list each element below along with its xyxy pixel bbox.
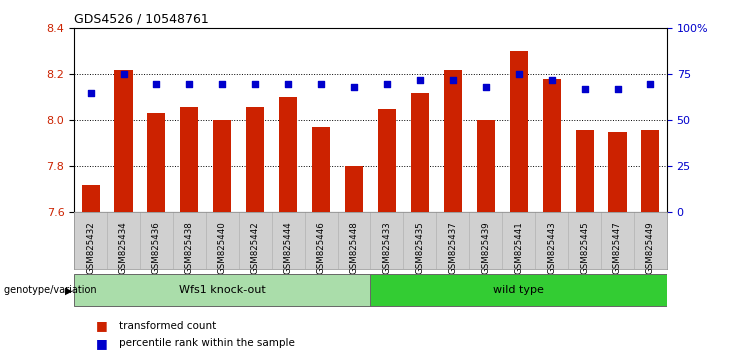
Point — [84, 90, 96, 96]
Text: ■: ■ — [96, 337, 108, 350]
Text: GSM825434: GSM825434 — [119, 221, 128, 274]
Point — [216, 81, 228, 86]
Text: GSM825436: GSM825436 — [152, 221, 161, 274]
Point — [513, 72, 525, 77]
Text: GSM825442: GSM825442 — [250, 221, 260, 274]
Point — [184, 81, 196, 86]
Point — [611, 86, 623, 92]
Bar — [312, 127, 330, 212]
Bar — [370, 274, 667, 306]
Bar — [444, 70, 462, 212]
Point — [414, 77, 426, 83]
Bar — [642, 130, 659, 212]
Text: GSM825432: GSM825432 — [86, 221, 95, 274]
Bar — [114, 70, 133, 212]
Bar — [74, 274, 371, 306]
Text: GSM825440: GSM825440 — [218, 221, 227, 274]
Text: Wfs1 knock-out: Wfs1 knock-out — [179, 285, 266, 295]
Bar — [345, 166, 363, 212]
Bar — [476, 120, 495, 212]
Point — [282, 81, 294, 86]
Bar — [576, 130, 594, 212]
Text: GSM825445: GSM825445 — [580, 221, 589, 274]
Bar — [608, 132, 627, 212]
Text: genotype/variation: genotype/variation — [4, 285, 99, 295]
Text: ▶: ▶ — [65, 285, 73, 295]
Text: GDS4526 / 10548761: GDS4526 / 10548761 — [74, 13, 209, 26]
Text: GSM825435: GSM825435 — [416, 221, 425, 274]
Text: GSM825448: GSM825448 — [350, 221, 359, 274]
Bar — [378, 109, 396, 212]
Text: GSM825438: GSM825438 — [185, 221, 194, 274]
Bar — [246, 107, 265, 212]
Point — [579, 86, 591, 92]
Text: GSM825446: GSM825446 — [316, 221, 325, 274]
Point — [315, 81, 327, 86]
Bar — [279, 97, 297, 212]
Text: GSM825444: GSM825444 — [284, 221, 293, 274]
Text: percentile rank within the sample: percentile rank within the sample — [119, 338, 294, 348]
Text: GSM825443: GSM825443 — [547, 221, 556, 274]
Point — [118, 72, 130, 77]
Bar — [147, 114, 165, 212]
Text: GSM825433: GSM825433 — [382, 221, 391, 274]
Point — [480, 84, 492, 90]
Text: GSM825447: GSM825447 — [613, 221, 622, 274]
Point — [381, 81, 393, 86]
Text: ■: ■ — [96, 319, 108, 332]
Bar — [213, 120, 231, 212]
Point — [249, 81, 261, 86]
Point — [150, 81, 162, 86]
Bar — [510, 51, 528, 212]
Text: GSM825449: GSM825449 — [646, 221, 655, 274]
Text: GSM825439: GSM825439 — [481, 221, 491, 274]
Point — [348, 84, 360, 90]
Point — [545, 77, 557, 83]
Bar — [411, 93, 429, 212]
Text: GSM825441: GSM825441 — [514, 221, 523, 274]
Bar — [542, 79, 561, 212]
Bar — [82, 185, 99, 212]
Text: wild type: wild type — [494, 285, 544, 295]
Text: transformed count: transformed count — [119, 321, 216, 331]
Point — [447, 77, 459, 83]
Point — [645, 81, 657, 86]
Text: GSM825437: GSM825437 — [448, 221, 457, 274]
Bar — [180, 107, 199, 212]
